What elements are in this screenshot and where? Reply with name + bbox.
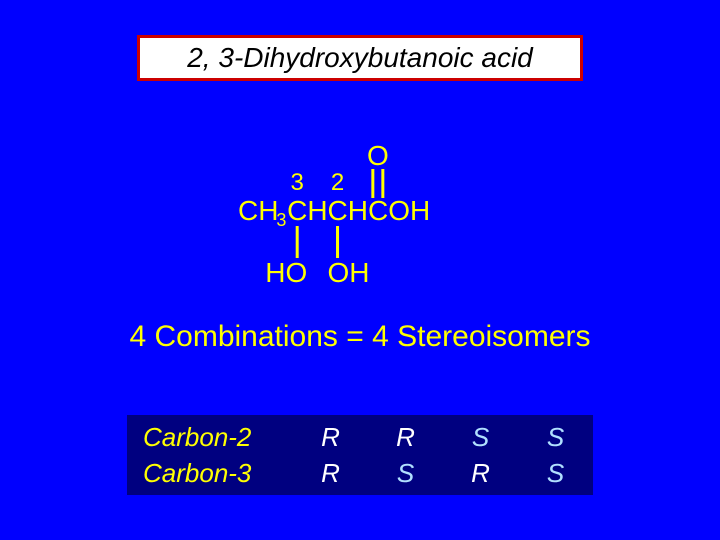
stereo-cell: R <box>368 422 443 453</box>
svg-text:OH: OH <box>327 257 369 288</box>
stereo-cell: S <box>518 458 593 489</box>
stereo-cell: S <box>518 422 593 453</box>
svg-text:3: 3 <box>276 210 286 230</box>
title-text: 2, 3-Dihydroxybutanoic acid <box>187 42 533 74</box>
stereo-cell: S <box>443 422 518 453</box>
svg-text:CHCHCOH: CHCHCOH <box>287 195 430 226</box>
structure-svg-wrapper: CH3CHCHCOH32OHOOH <box>210 125 510 310</box>
table-row: Carbon-3RSRS <box>143 455 593 491</box>
stereoisomer-table: Carbon-2RRSSCarbon-3RSRS <box>127 415 593 495</box>
stereo-cell: S <box>368 458 443 489</box>
structure-svg: CH3CHCHCOH32OHOOH <box>210 125 510 305</box>
chemical-structure: CH3CHCHCOH32OHOOH <box>0 125 720 305</box>
stereo-cell: R <box>443 458 518 489</box>
row-label: Carbon-2 <box>143 422 293 453</box>
table-row: Carbon-2RRSS <box>143 419 593 455</box>
svg-text:HO: HO <box>265 257 307 288</box>
svg-text:3: 3 <box>291 169 304 196</box>
row-label: Carbon-3 <box>143 458 293 489</box>
svg-text:CH: CH <box>238 195 278 226</box>
stereo-cell: R <box>293 422 368 453</box>
stereo-cell: R <box>293 458 368 489</box>
svg-text:O: O <box>367 140 389 171</box>
combinations-text: 4 Combinations = 4 Stereoisomers <box>129 320 590 353</box>
slide: 2, 3-Dihydroxybutanoic acid CH3CHCHCOH32… <box>0 0 720 540</box>
svg-text:2: 2 <box>331 169 344 196</box>
combinations-line: 4 Combinations = 4 Stereoisomers <box>0 320 720 354</box>
title-box: 2, 3-Dihydroxybutanoic acid <box>137 35 583 81</box>
